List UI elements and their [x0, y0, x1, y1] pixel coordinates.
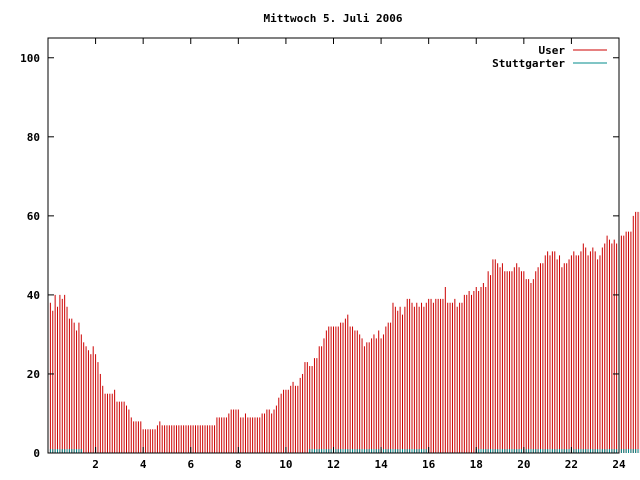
- x-tick-label-2: 2: [92, 458, 99, 471]
- bars-layer: [47, 211, 640, 453]
- y-tick-label-80: 80: [27, 131, 40, 144]
- chart-title: Mittwoch 5. Juli 2006: [263, 12, 402, 25]
- x-tick-label-16: 16: [422, 458, 436, 471]
- x-tick-label-4: 4: [140, 458, 147, 471]
- x-tick-label-20: 20: [517, 458, 530, 471]
- x-tick-label-8: 8: [235, 458, 242, 471]
- legend-label-user: User: [539, 44, 566, 57]
- y-tick-label-60: 60: [27, 210, 40, 223]
- x-tick-label-14: 14: [374, 458, 388, 471]
- x-tick-label-24: 24: [612, 458, 626, 471]
- legend-label-stuttgarter: Stuttgarter: [492, 57, 565, 70]
- x-tick-label-18: 18: [470, 458, 483, 471]
- y-tick-label-0: 0: [33, 447, 40, 460]
- x-tick-label-6: 6: [187, 458, 194, 471]
- y-tick-label-20: 20: [27, 368, 40, 381]
- x-tick-label-12: 12: [327, 458, 340, 471]
- y-tick-label-100: 100: [20, 52, 40, 65]
- x-tick-label-22: 22: [565, 458, 578, 471]
- x-tick-label-10: 10: [279, 458, 292, 471]
- y-tick-label-40: 40: [27, 289, 40, 302]
